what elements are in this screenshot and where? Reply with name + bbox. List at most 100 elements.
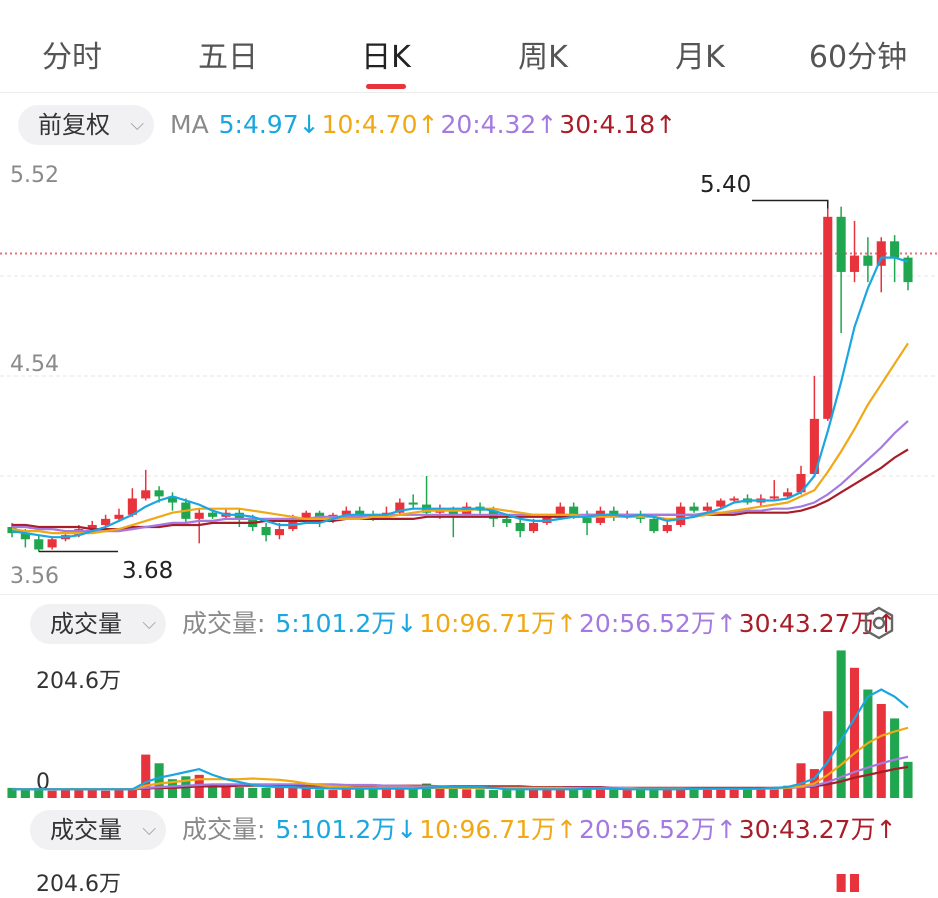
- candle-body: [395, 502, 405, 513]
- candlestick-chart[interactable]: [0, 152, 938, 592]
- tab-daily-k[interactable]: 日K: [361, 40, 411, 75]
- candle-body: [141, 490, 151, 499]
- volume-bar: [662, 788, 672, 798]
- volume2-ma-3: 30:43.27万↑: [738, 815, 897, 844]
- volume-bar: [34, 787, 44, 798]
- y-axis-high-label: 5.52: [10, 163, 59, 188]
- candle-body: [836, 216, 846, 272]
- volume-bar: [849, 667, 860, 798]
- candle-body: [515, 522, 525, 532]
- volume-bar: [756, 787, 766, 798]
- volume-bar: [836, 874, 846, 892]
- tab-weekly-k[interactable]: 周K: [518, 40, 568, 75]
- volume-bar: [890, 718, 900, 798]
- volume-bar: [676, 789, 686, 798]
- volume-bar: [716, 789, 726, 798]
- volume-bar: [301, 788, 311, 798]
- candle-body: [34, 539, 44, 550]
- volume-bar: [355, 787, 365, 798]
- tab-monthly-k[interactable]: 月K: [675, 40, 725, 75]
- price-ma-legend: MA 5:4.97↓10:4.70↑20:4.32↑30:4.18↑: [170, 105, 680, 145]
- candle-body: [355, 510, 365, 515]
- volume-bar: [341, 789, 351, 798]
- candle-body: [729, 498, 739, 501]
- candle-body: [502, 518, 512, 523]
- candle-body: [783, 492, 793, 497]
- candle-body: [582, 514, 592, 523]
- candle-body: [903, 257, 913, 283]
- volume-bar: [435, 786, 445, 798]
- volume-bar: [742, 788, 753, 798]
- settings-hexagon-icon[interactable]: [862, 606, 896, 640]
- volume-bar: [154, 763, 164, 798]
- volume-bar: [555, 788, 565, 798]
- chevron-down-icon: ⌵: [130, 114, 144, 135]
- volume-ma-values-2: 5:101.2万↓10:96.71万↑20:56.52万↑30:43.27万↑: [275, 815, 898, 844]
- indicator-label-2: 成交量: [50, 816, 122, 844]
- volume2-ma-2: 20:56.52万↑: [579, 815, 737, 844]
- price-ma-0: 5:4.97↓: [218, 110, 320, 139]
- candle-body: [769, 496, 779, 499]
- tab-60-minute[interactable]: 60分钟: [808, 40, 908, 75]
- volume-bar: [315, 789, 325, 798]
- indicator-dropdown-2[interactable]: 成交量 ⌵: [30, 810, 166, 850]
- max-marker-line: [752, 199, 829, 209]
- volume-bar: [635, 789, 646, 798]
- indicator-dropdown[interactable]: 成交量 ⌵: [30, 604, 166, 644]
- price-ma-2: 20:4.32↑: [440, 110, 558, 139]
- volume-max-label: 204.6万: [36, 669, 121, 694]
- min-price-marker: 3.68: [122, 558, 174, 584]
- adjust-dropdown[interactable]: 前复权 ⌵: [18, 105, 154, 145]
- candle-body: [101, 518, 111, 525]
- candle-body: [569, 506, 579, 515]
- volume-bar: [689, 787, 699, 798]
- candle-body: [529, 522, 539, 532]
- volume-bar: [7, 787, 17, 798]
- volume-bar: [60, 790, 71, 798]
- period-tabs: 分时 五日 日K 周K 月K 60分钟: [0, 0, 938, 93]
- candle-body: [114, 514, 124, 519]
- volume-bar: [114, 790, 124, 798]
- max-price-marker: 5.40: [700, 172, 752, 198]
- candle-body: [208, 512, 218, 517]
- ma30-line: [12, 448, 909, 531]
- volume-bar: [101, 790, 111, 798]
- candle-body: [890, 241, 900, 258]
- volume-bar: [395, 788, 405, 798]
- volume-bar: [462, 789, 472, 798]
- volume-bar: [234, 787, 244, 798]
- volume2-ma-1: 10:96.71万↑: [419, 815, 578, 844]
- volume-ma-legend: 成交量: 5:101.2万↓10:96.71万↑20:56.52万↑30:43.…: [182, 604, 901, 644]
- candle-body: [796, 473, 806, 493]
- candle-body: [823, 216, 833, 419]
- volume-bar: [582, 788, 592, 798]
- candle-body: [555, 506, 565, 517]
- volume-bar: [729, 787, 739, 798]
- indicator-label: 成交量: [50, 610, 122, 638]
- volume-bar: [47, 790, 57, 798]
- candle-body: [341, 510, 351, 515]
- price-ma-3: 30:4.18↑: [559, 110, 677, 139]
- volume-bar: [569, 787, 579, 798]
- price-ma-1: 10:4.70↑: [321, 110, 439, 139]
- volume-bar: [74, 789, 84, 798]
- candle-body: [408, 502, 418, 505]
- tab-five-day[interactable]: 五日: [198, 40, 258, 75]
- volume-bar: [221, 786, 231, 798]
- tab-intraday[interactable]: 分时: [42, 40, 102, 75]
- volume-bar: [702, 788, 712, 798]
- candle-body: [876, 241, 886, 266]
- candle-body: [448, 510, 458, 515]
- volume-bar-chart-2[interactable]: [0, 852, 938, 892]
- volume-bar: [248, 787, 258, 798]
- volume-ma-0: 5:101.2万↓: [275, 609, 418, 638]
- volume-bar: [475, 789, 485, 798]
- candle-body: [301, 512, 311, 519]
- volume-bar: [368, 789, 378, 798]
- volume-ma-legend-2: 成交量: 5:101.2万↓10:96.71万↑20:56.52万↑30:43.…: [182, 810, 901, 850]
- volume-bar: [488, 790, 498, 798]
- vol-ma5-line: [12, 688, 909, 791]
- volume-ma-2: 20:56.52万↑: [579, 609, 737, 638]
- candle-body: [716, 500, 726, 507]
- volume-bar-chart[interactable]: [0, 650, 938, 810]
